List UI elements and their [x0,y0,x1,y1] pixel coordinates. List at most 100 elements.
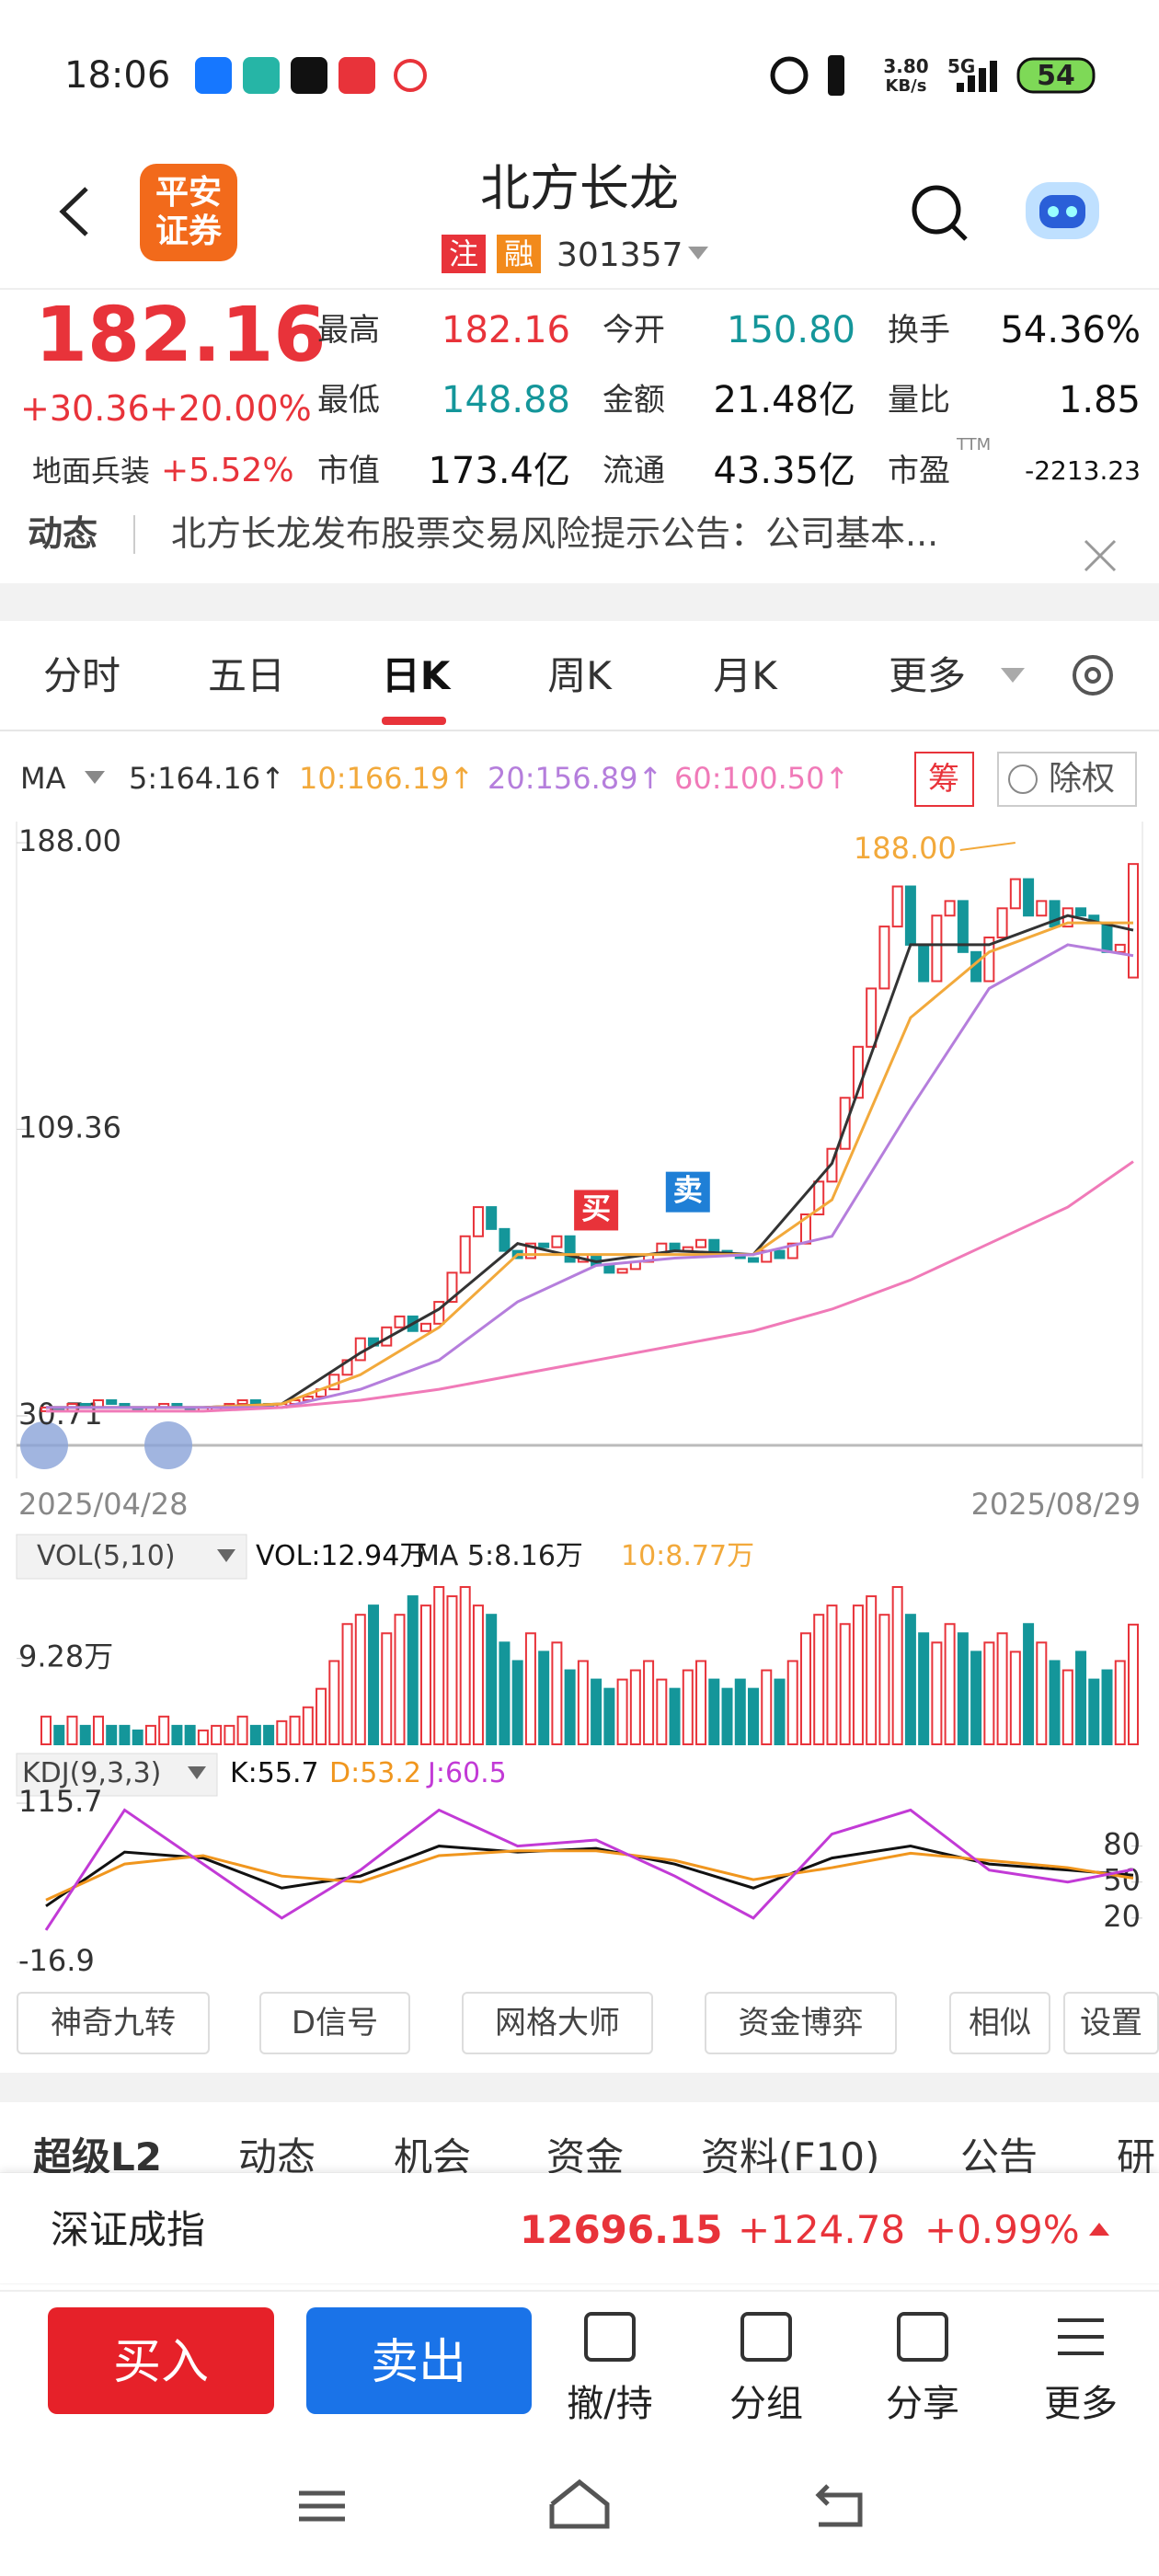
settings-button[interactable] [1073,655,1113,696]
section-tab[interactable]: 资料(F10) [701,2134,880,2179]
y-tick-label: 188.00 [18,823,121,858]
period-tab[interactable]: 更多 [888,653,967,698]
section-tab[interactable]: 资金 [546,2134,625,2179]
volume-bar [643,1660,655,1745]
alarm-icon [770,56,809,95]
index-change: +124.78 [738,2207,906,2252]
indicator-button[interactable] [705,1992,897,2054]
indicator-button[interactable] [259,1992,410,2054]
legend-entry: 20:156.89↑ [488,761,663,796]
chip-label[interactable]: 筹 [928,761,959,798]
section-tab[interactable]: 研 [1117,2134,1156,2179]
vol-title: VOL:12.94万 [256,1540,428,1572]
index-pct: +0.99% [924,2207,1080,2252]
volume-bar [224,1724,235,1746]
volume-bar [1009,1650,1021,1746]
volume-bar [486,1614,498,1746]
section-tab[interactable]: 动态 [238,2134,316,2179]
index-arrow [1089,2223,1109,2236]
volume-bar [931,1641,943,1745]
index-bar-bg [0,2173,1159,2283]
volume-bar [616,1678,628,1745]
clock: 18:06 [64,54,171,97]
volume-bar [983,1641,995,1745]
section-tab[interactable]: 超级L2 [33,2134,162,2179]
indicator-label[interactable]: 设置 [1080,2005,1142,2041]
period-tab[interactable]: 五日 [207,653,286,698]
volume-bar [328,1660,340,1745]
action-label[interactable]: 更多 [1044,2383,1118,2425]
candle [826,1147,838,1183]
logo-text: 平安 [155,174,223,212]
volume-bar [734,1678,746,1745]
app-icon [195,57,232,94]
back-button[interactable] [59,187,88,236]
sector-pct: +5.52% [161,452,294,489]
sell-label[interactable]: 卖出 [370,2335,467,2390]
volume-bar [748,1687,760,1746]
index-value: 12696.15 [520,2207,723,2252]
period-tab[interactable]: 月K [713,653,777,698]
volume-bar [1061,1669,1073,1746]
volume-bar [524,1632,536,1746]
volume-bar [538,1650,550,1746]
volume-bar [211,1724,223,1746]
volume-bar [774,1678,786,1745]
kdj-legend[interactable]: KDJ(9,3,3) [22,1757,162,1789]
volume-bar [918,1632,930,1746]
y-tick-label: 30.71 [18,1397,103,1432]
index-name[interactable]: 深证成指 [51,2207,206,2252]
volume-bar [499,1641,511,1745]
volume-bar [79,1724,91,1746]
field-label: 最高 [317,312,380,349]
volume-bar [184,1724,196,1746]
volume-bar [354,1614,366,1746]
action-label[interactable]: 分组 [729,2383,803,2425]
candle [748,1257,760,1263]
section-tab[interactable]: 公告 [960,2134,1039,2179]
dropdown[interactable] [688,247,708,259]
indicator-label[interactable]: 神奇九转 [51,2005,176,2041]
volume-bar [669,1687,681,1746]
indicator-button[interactable] [17,1992,210,2054]
vol-legend[interactable]: VOL(5,10) [37,1540,176,1572]
period-tab[interactable]: 周K [547,653,612,698]
candle [957,900,969,953]
adjust-button[interactable] [997,752,1137,807]
indicator-button[interactable] [1063,1992,1159,2054]
chip-button[interactable] [914,752,974,807]
ma-line [46,943,1134,1409]
action-label[interactable]: 分享 [886,2383,959,2425]
news-text[interactable]: 北方长龙发布股票交易风险提示公告：公司基本... [171,513,939,554]
date-label: 2025/08/29 [970,1487,1141,1522]
candle [904,885,916,946]
action-label[interactable]: 撤/持 [567,2383,653,2425]
buy-label[interactable]: 买入 [112,2335,210,2390]
app-icon [243,57,280,94]
indicator-button[interactable] [949,1992,1050,2054]
search-button[interactable] [912,185,961,235]
period-tab[interactable]: 分时 [42,653,121,698]
kdj-line [44,1808,1134,1931]
volume-bar [276,1719,288,1745]
adjust-label[interactable]: 除权 [1049,760,1116,798]
indicator-label[interactable]: D信号 [291,2005,379,2041]
indicator-label[interactable]: 网格大师 [495,2005,620,2041]
indicator-label[interactable]: 资金博弈 [738,2005,864,2041]
battery [1016,57,1096,94]
volume-bar [786,1660,798,1745]
logo-text: 证券 [155,213,223,250]
volume-bar [708,1678,720,1745]
candle [695,1238,707,1248]
indicator-label[interactable]: 相似 [969,2005,1031,2041]
volume-bar [1128,1623,1139,1746]
section-tab[interactable]: 机会 [394,2134,472,2179]
candle [603,1264,615,1274]
sell-button[interactable] [306,2307,532,2414]
indicator-button[interactable] [462,1992,653,2054]
period-tab[interactable]: 日K [381,653,451,698]
volume-bar [1075,1650,1087,1746]
volume-bar [1101,1669,1113,1746]
buy-button[interactable] [48,2307,274,2414]
